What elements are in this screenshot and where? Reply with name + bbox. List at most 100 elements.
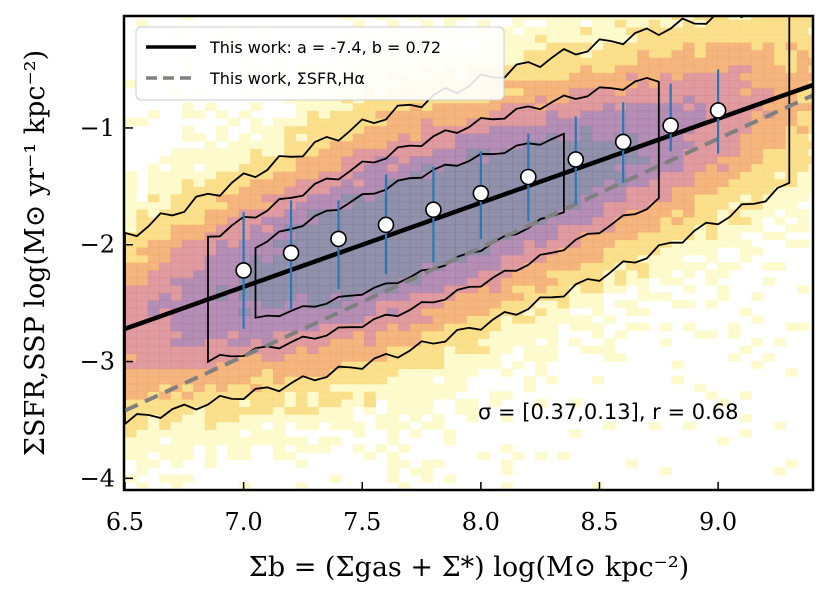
density-cell <box>580 49 593 58</box>
density-cell <box>238 452 251 461</box>
density-cell <box>523 133 536 142</box>
density-cell <box>535 345 547 354</box>
density-cell <box>523 34 536 43</box>
density-cell <box>204 156 217 165</box>
density-cell <box>546 42 559 51</box>
density-cell <box>170 193 183 203</box>
density-cell <box>170 285 183 294</box>
density-cell <box>330 277 342 286</box>
density-cell <box>648 201 661 210</box>
density-cell <box>614 277 627 286</box>
density-cell <box>614 118 627 127</box>
density-cell <box>626 224 639 233</box>
density-cell <box>660 148 673 157</box>
density-cell <box>455 201 468 210</box>
density-cell <box>386 133 399 142</box>
density-cell <box>728 133 741 142</box>
density-cell <box>398 4 410 12</box>
density-cell <box>500 186 513 195</box>
density-cell <box>386 125 399 134</box>
density-cell <box>796 95 809 104</box>
density-cell <box>603 140 616 149</box>
density-cell <box>705 300 718 309</box>
density-cell <box>443 383 456 392</box>
density-cell <box>216 285 229 294</box>
density-cell <box>751 178 764 187</box>
y-axis-ticks: −1−2−3−4 <box>80 114 133 492</box>
density-cell <box>421 171 434 180</box>
density-cell <box>478 330 490 339</box>
density-cell <box>353 4 365 12</box>
density-cell <box>796 125 809 134</box>
density-cell <box>273 360 285 370</box>
density-cell <box>193 277 206 286</box>
density-cell <box>614 64 627 74</box>
density-cell <box>318 277 331 286</box>
density-cell <box>216 353 229 362</box>
density-cell <box>330 391 342 400</box>
density-cell <box>478 19 490 28</box>
density-cell <box>512 64 525 74</box>
density-cell <box>591 292 604 301</box>
density-cell <box>284 148 297 157</box>
density-cell <box>603 19 616 28</box>
density-cell <box>421 421 434 430</box>
density-cell <box>535 80 547 89</box>
density-cell <box>375 209 388 218</box>
density-cell <box>386 474 399 483</box>
density-cell <box>204 406 217 415</box>
density-cell <box>409 277 422 286</box>
density-cell <box>170 216 183 225</box>
density-cell <box>216 315 229 324</box>
density-cell <box>352 231 365 241</box>
density-cell <box>295 209 308 218</box>
density-cell <box>751 95 764 104</box>
density-cell <box>751 338 764 347</box>
density-cell <box>204 444 217 453</box>
density-cell <box>546 57 559 66</box>
density-cell <box>796 72 809 81</box>
density-cell <box>386 376 399 385</box>
density-cell <box>409 406 422 415</box>
density-cell <box>352 300 365 309</box>
density-cell <box>751 193 764 203</box>
density-cell <box>637 125 650 134</box>
density-cell <box>216 231 229 241</box>
density-cell <box>330 360 342 370</box>
density-cell <box>386 406 399 415</box>
density-cell <box>147 110 160 119</box>
density-cell <box>455 292 468 301</box>
density-cell <box>489 201 502 210</box>
density-cell <box>523 49 536 58</box>
density-cell <box>330 156 342 165</box>
density-cell <box>762 201 775 210</box>
density-cell <box>204 201 217 210</box>
density-cell <box>615 4 627 12</box>
density-cell <box>364 224 377 233</box>
density-cell <box>432 216 445 225</box>
density-cell <box>683 262 695 271</box>
density-cell <box>273 429 285 438</box>
density-cell <box>398 323 411 332</box>
density-cell <box>489 163 502 172</box>
density-cell <box>159 277 172 286</box>
density-cell <box>204 186 217 195</box>
density-cell <box>739 72 752 81</box>
density-cell <box>569 42 582 51</box>
density-cell <box>193 406 206 415</box>
density-cell <box>284 452 297 461</box>
density-cell <box>352 178 365 187</box>
density-cell <box>421 315 434 324</box>
density-cell <box>193 391 206 400</box>
density-cell <box>785 42 798 51</box>
density-cell <box>808 156 813 165</box>
density-cell <box>125 330 137 339</box>
density-cell <box>432 269 445 279</box>
density-cell <box>421 292 434 301</box>
density-cell <box>694 64 707 74</box>
density-cell <box>580 209 593 218</box>
density-cell <box>409 353 422 362</box>
density-cell <box>785 186 798 195</box>
density-cell <box>250 171 263 180</box>
density-cell <box>261 353 274 362</box>
